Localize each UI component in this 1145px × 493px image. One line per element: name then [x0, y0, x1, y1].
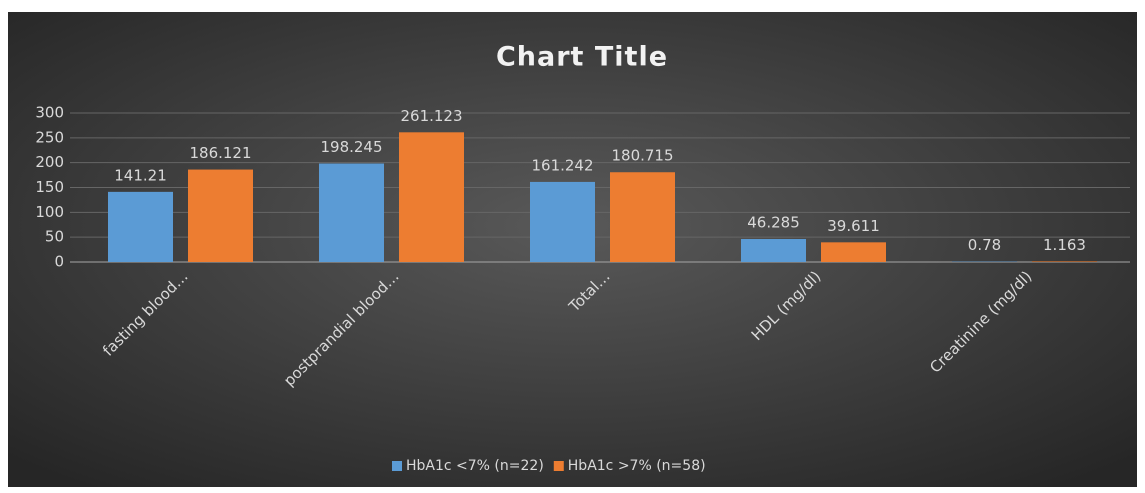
bar	[399, 132, 464, 262]
legend-label: HbA1c <7% (n=22)	[406, 458, 544, 474]
y-tick-label: 300	[35, 104, 64, 122]
data-label: 1.163	[1043, 236, 1086, 254]
legend-swatch	[392, 461, 402, 471]
legend-label: HbA1c >7% (n=58)	[568, 458, 706, 474]
bar	[530, 181, 595, 262]
data-label: 0.78	[968, 236, 1001, 254]
y-tick-label: 200	[35, 153, 64, 171]
data-label: 180.715	[611, 147, 673, 165]
bar	[188, 169, 253, 262]
data-label: 198.245	[320, 138, 382, 156]
y-tick-label: 100	[35, 203, 64, 221]
bar	[610, 172, 675, 262]
data-label: 161.242	[531, 156, 593, 174]
y-tick-label: 250	[35, 128, 64, 146]
bar	[108, 191, 173, 262]
y-tick-label: 0	[54, 253, 64, 271]
legend-swatch	[553, 461, 564, 471]
bar	[319, 163, 384, 262]
y-tick-label: 50	[45, 228, 64, 246]
bar	[821, 242, 886, 262]
y-tick-label: 150	[35, 178, 64, 196]
data-label: 39.611	[827, 217, 880, 235]
data-label: 186.121	[189, 144, 251, 162]
data-label: 141.21	[114, 166, 167, 184]
bar	[741, 239, 806, 262]
data-label: 46.285	[747, 214, 800, 232]
data-label: 261.123	[400, 107, 462, 125]
chart-title: Chart Title	[496, 42, 668, 73]
bar	[1032, 261, 1097, 262]
